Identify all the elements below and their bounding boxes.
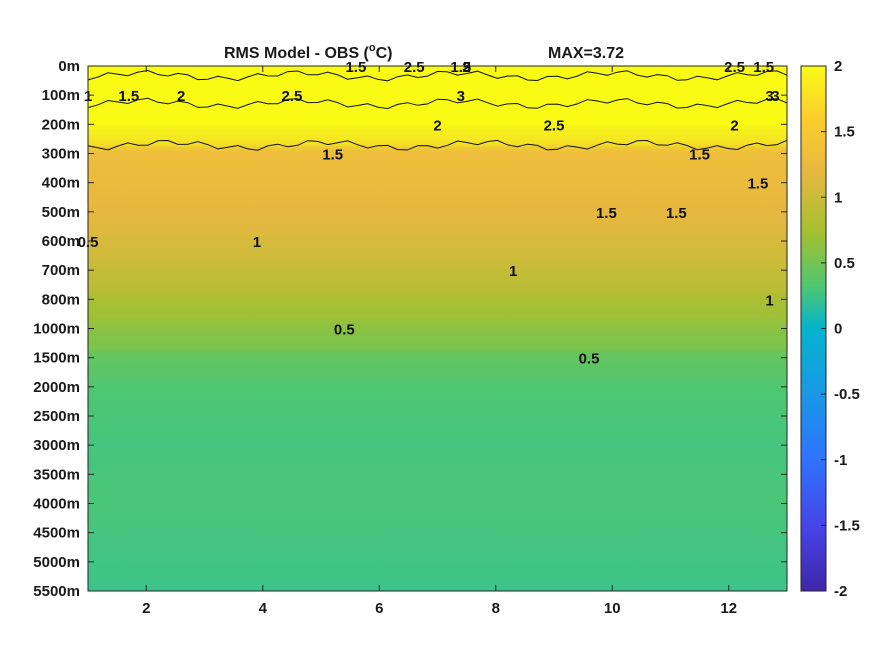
plot-area: [88, 66, 787, 591]
x-tick-label: 2: [142, 600, 150, 617]
contour-label: 1.5: [747, 176, 768, 193]
y-tick-label: 4000m: [33, 496, 80, 513]
contour-label: 1.5: [753, 59, 774, 76]
heatmap-cell: [88, 539, 787, 555]
colorbar-tick-label: 1: [834, 189, 842, 206]
y-tick-label: 5500m: [33, 583, 80, 600]
y-tick-label: 100m: [42, 87, 80, 104]
heatmap-cell: [88, 335, 787, 351]
heatmap-cell: [88, 510, 787, 526]
contour-lines: [87, 69, 788, 151]
colorbar-tick-label: 1.5: [834, 124, 855, 141]
heatmap-cell: [88, 394, 787, 409]
y-tick-label: 300m: [42, 146, 80, 163]
y-axis-ticks: 0m 100m 200m 300m 400m 500m 600m 700m 800m 1000m 1…: [33, 58, 787, 600]
x-tick-label: 8: [492, 600, 500, 617]
heatmap-cell: [88, 189, 787, 205]
chart-title: RMS Model - OBS (oC) MAX=3.72: [224, 42, 624, 62]
colorbar-tick-label: 2: [834, 58, 842, 75]
contour-line: [87, 139, 788, 151]
contour-label: 1.5: [666, 205, 687, 222]
contour-label: 1: [509, 263, 517, 280]
y-tick-label: 4500m: [33, 525, 80, 542]
contour-line: [87, 97, 788, 110]
y-tick-label: 700m: [42, 262, 80, 279]
contour-label: 1.5: [596, 205, 617, 222]
y-tick-label: 500m: [42, 204, 80, 221]
y-tick-label: 1000m: [33, 321, 80, 338]
contour-label: 3: [457, 88, 465, 105]
contour-label: 1: [765, 292, 773, 309]
colorbar-ticks: 2 1.5 1 0.5 0 -0.5 -1 -1.5 -2: [821, 58, 860, 600]
y-tick-label: 0m: [58, 58, 80, 75]
contour-label: 3: [765, 88, 773, 105]
contour-label: 2.5: [724, 59, 745, 76]
contour-label: 2.5: [544, 117, 565, 134]
colorbar-tick-label: -1.5: [834, 517, 860, 534]
heatmap-cell: [88, 364, 787, 380]
x-axis-ticks: 2 4 6 8 10 12: [142, 66, 737, 617]
contour-label: 2.5: [281, 88, 302, 105]
contour-label: 0.5: [579, 351, 600, 368]
heatmap-cell: [88, 102, 787, 118]
title-main: RMS Model - OBS (oC): [224, 42, 393, 62]
contour-label: 0.5: [334, 322, 355, 339]
contour-line: [87, 69, 788, 82]
contour-label: 1.5: [689, 147, 710, 164]
y-tick-label: 2500m: [33, 408, 80, 425]
max-label: MAX=3.72: [548, 45, 624, 62]
heatmap-cell: [88, 481, 787, 497]
heatmap-cell: [88, 277, 787, 293]
heatmap-cell: [88, 248, 787, 263]
contour-label: 2: [177, 88, 185, 105]
contour-label: 1: [253, 234, 261, 251]
y-tick-label: 5000m: [33, 554, 80, 571]
contour-label: 2.5: [404, 59, 425, 76]
heatmap-cell: [88, 423, 787, 438]
heatmap-field: [88, 66, 787, 591]
x-tick-label: 10: [604, 600, 621, 617]
y-tick-label: 3500m: [33, 466, 80, 483]
heatmap-cell: [88, 452, 787, 468]
heatmap-cell: [88, 569, 787, 584]
y-tick-label: 800m: [42, 291, 80, 308]
contour-label: 1.5: [345, 59, 366, 76]
heatmap-cell: [88, 306, 787, 322]
x-tick-label: 12: [720, 600, 737, 617]
contour-label: 3: [462, 59, 470, 76]
contour-label: 1.5: [118, 88, 139, 105]
colorbar-tick-label: 0: [834, 321, 842, 338]
contour-label: 2: [433, 117, 441, 134]
colorbar-tick-label: 0.5: [834, 255, 855, 272]
y-tick-label: 400m: [42, 175, 80, 192]
contour-label: 2: [730, 117, 738, 134]
contour-label: 2: [462, 59, 470, 76]
heatmap-cell: [88, 219, 787, 234]
x-tick-label: 6: [375, 600, 383, 617]
y-tick-label: 3000m: [33, 437, 80, 454]
x-tick-label: 4: [259, 600, 268, 617]
colorbar-tick-label: -1: [834, 452, 847, 469]
y-tick-label: 1500m: [33, 350, 80, 367]
contour-label: 1.5: [322, 147, 343, 164]
colorbar-tick-label: -2: [834, 583, 847, 600]
y-tick-label: 200m: [42, 116, 80, 133]
y-tick-label: 600m: [42, 233, 80, 250]
y-tick-label: 2000m: [33, 379, 80, 396]
heatmap-cell: [88, 73, 787, 88]
heatmap-cell: [88, 160, 787, 176]
contour-label: 1.5: [450, 59, 471, 76]
colorbar-tick-label: -0.5: [834, 386, 860, 403]
contour-label: 3: [771, 88, 779, 105]
